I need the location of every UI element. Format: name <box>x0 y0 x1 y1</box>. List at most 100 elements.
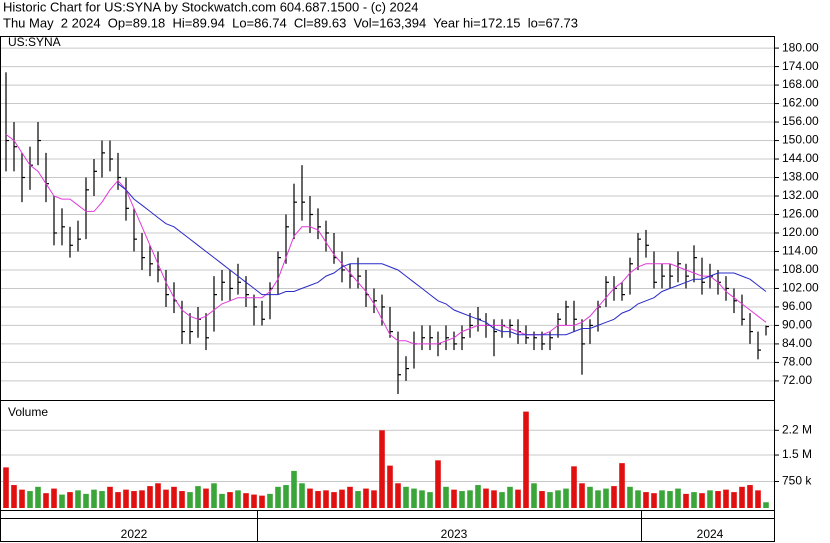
y-tick-label: 102.00 <box>782 281 819 295</box>
volume-bar <box>731 492 737 508</box>
y-tick-label: 84.00 <box>782 336 812 350</box>
volume-bar <box>83 493 89 508</box>
volume-bar <box>107 486 113 508</box>
volume-bar <box>43 493 49 508</box>
x-tick-label: 2023 <box>441 527 468 541</box>
y-tick-label: 108.00 <box>782 262 819 276</box>
volume-bar <box>547 492 553 508</box>
volume-bar <box>739 486 745 508</box>
volume-bar <box>699 493 705 508</box>
volume-bar <box>339 489 345 508</box>
volume-bar <box>595 490 601 508</box>
volume-bar <box>355 491 361 508</box>
y-tick-label: 1.5 M <box>782 447 812 461</box>
volume-bar <box>179 491 185 508</box>
volume-bar <box>235 490 241 508</box>
y-tick-label: 180.00 <box>782 40 819 54</box>
volume-bar <box>403 486 409 508</box>
volume-bar <box>59 494 65 508</box>
volume-bar <box>611 486 617 508</box>
volume-bar <box>419 490 425 508</box>
volume-bar <box>115 492 121 508</box>
volume-bar <box>259 495 265 508</box>
volume-bar <box>331 492 337 508</box>
volume-bar <box>91 489 97 508</box>
volume-bar <box>275 486 281 508</box>
header-line: Historic Chart for US:SYNA by Stockwatch… <box>3 0 418 14</box>
volume-bar <box>459 491 465 508</box>
y-tick-label: 150.00 <box>782 133 819 147</box>
volume-bar <box>147 486 153 508</box>
y-tick-label: 2.2 M <box>782 422 812 436</box>
volume-bar <box>427 492 433 508</box>
volume-bar <box>51 488 57 508</box>
volume-bar <box>227 492 233 508</box>
volume-bar <box>187 492 193 508</box>
volume-bar <box>75 490 81 508</box>
volume-bar <box>763 502 769 508</box>
volume-bar <box>563 488 569 508</box>
volume-bar <box>67 492 73 508</box>
volume-bar <box>19 489 25 508</box>
time-axis <box>0 510 775 542</box>
volume-bar <box>499 492 505 508</box>
volume-bar <box>379 430 385 508</box>
volume-bar <box>371 490 377 508</box>
y-tick-label: 144.00 <box>782 151 819 165</box>
volume-bar <box>363 488 369 508</box>
grid <box>1 47 775 483</box>
volume-bar <box>323 490 329 508</box>
volume-bar <box>659 490 665 508</box>
volume-bar <box>707 490 713 508</box>
volume-bar <box>531 483 537 508</box>
y-tick-label: 90.00 <box>782 318 812 332</box>
volume-bar <box>483 488 489 508</box>
volume-bar <box>691 492 697 508</box>
y-tick-label: 78.00 <box>782 355 812 369</box>
volume-bar <box>315 491 321 508</box>
x-tick-label: 2022 <box>121 527 148 541</box>
volume-bar <box>307 488 313 508</box>
volume-bar <box>267 493 273 508</box>
y-tick-label: 156.00 <box>782 114 819 128</box>
volume-bar <box>387 465 393 508</box>
y-tick-label: 168.00 <box>782 77 819 91</box>
volume-bar <box>603 488 609 508</box>
volume-bar <box>715 491 721 508</box>
volume-bar <box>491 490 497 508</box>
volume-bar <box>579 483 585 508</box>
volume-bar <box>283 485 289 508</box>
volume-bar <box>139 490 145 508</box>
volume-bar <box>515 489 521 508</box>
volume-bar <box>203 488 209 508</box>
volume-bar <box>219 493 225 508</box>
volume-bar <box>755 490 761 508</box>
y-tick-label: 132.00 <box>782 188 819 202</box>
volume-bar <box>683 493 689 508</box>
volume-bar <box>723 489 729 508</box>
volume-bar <box>443 486 449 508</box>
volume-bar <box>411 488 417 508</box>
volume-bar <box>11 485 17 508</box>
volume-bar <box>299 483 305 508</box>
volume-bar <box>195 486 201 508</box>
volume-bar <box>211 483 217 508</box>
panel-label: US:SYNA <box>8 35 61 49</box>
volume-bar <box>587 486 593 508</box>
x-tick-label: 2024 <box>697 527 724 541</box>
volume-bar <box>467 490 473 508</box>
volume-bar <box>667 491 673 508</box>
volume-bar <box>635 490 641 508</box>
y-tick-label: 750 k <box>782 474 812 488</box>
header-line: Thu May 2 2024 Op=89.18 Hi=89.94 Lo=86.7… <box>3 15 578 30</box>
moving-average <box>5 134 767 345</box>
volume-bar <box>643 492 649 508</box>
volume-bar <box>35 486 41 508</box>
volume-bar <box>523 411 529 508</box>
volume-bar <box>251 494 257 508</box>
volume-bar <box>627 486 633 508</box>
volume-bar <box>555 490 561 508</box>
